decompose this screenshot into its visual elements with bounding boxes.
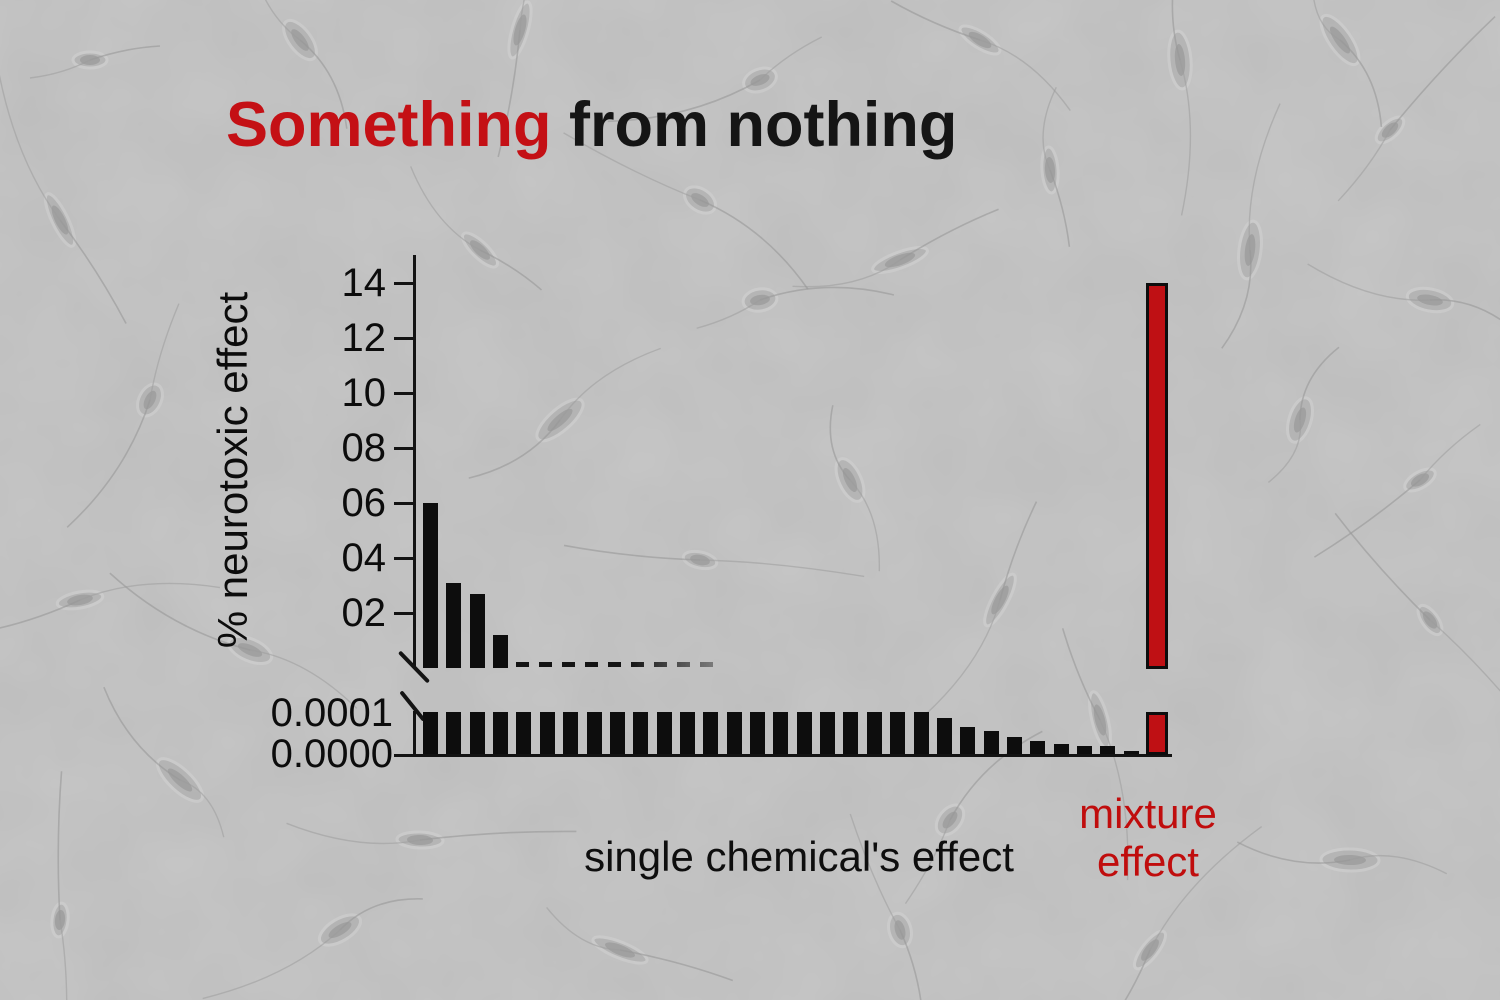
y-tick-mark [394, 611, 413, 615]
cell-shape [248, 0, 348, 129]
cell-shape [29, 45, 161, 79]
single-chemical-bar-lower [679, 712, 695, 754]
cell-shape [1040, 87, 1071, 247]
y-tick-mark [394, 281, 413, 285]
single-chemical-bar-lower [773, 712, 789, 754]
single-chemical-bar-lower [726, 712, 742, 754]
cell-shape [0, 63, 127, 324]
cell-shape [1307, 263, 1500, 335]
single-chemical-bar-lower [586, 712, 602, 754]
cell-shape [904, 730, 1043, 904]
cell-shape [1313, 423, 1481, 558]
y-tick-label: 12 [341, 316, 387, 360]
y-tick-mark [394, 391, 413, 395]
single-chemical-bar-lower [1007, 737, 1022, 754]
single-chemical-bar-lower [563, 712, 579, 754]
cell-shape [1167, 0, 1193, 216]
single-chemical-bar-lower [469, 712, 485, 754]
single-chemical-bar-lower [539, 712, 555, 754]
single-chemical-bar-lower [656, 712, 672, 754]
x-axis-label: single chemical's effect [584, 833, 1014, 880]
page-title: Something from nothing [226, 92, 957, 158]
cell-shape [0, 582, 221, 631]
mixture-effect-bar-lower [1146, 712, 1168, 755]
single-chemical-bar-upper [423, 503, 438, 668]
y-tick-label: 04 [341, 536, 387, 580]
y-tick-label: 14 [341, 261, 387, 305]
y-tick-mark [394, 556, 413, 560]
single-chemical-bar-upper [469, 593, 485, 668]
single-chemical-bar-lower [890, 712, 906, 754]
single-chemical-bar-lower [423, 712, 438, 754]
single-chemical-bar-lower [820, 712, 836, 754]
single-chemical-bar-lower [1053, 743, 1069, 754]
cell-shape [563, 132, 809, 290]
mixture-effect-bar-upper [1146, 283, 1168, 669]
y-tick-label: 06 [341, 481, 387, 525]
lower-tick-label-0000: 0.0000 [270, 732, 393, 776]
cell-shape [696, 286, 895, 329]
single-chemical-bar-lower [750, 712, 766, 754]
cell-shape [829, 405, 880, 572]
cell-shape [409, 166, 543, 291]
lower-tick-label-0001: 0.0001 [270, 691, 393, 735]
title-accent: Something [226, 90, 552, 160]
single-chemical-bar-lower [516, 712, 532, 754]
single-chemical-bar-lower [703, 712, 719, 754]
cell-shape [468, 347, 661, 479]
single-chemical-bar-lower [1077, 745, 1093, 754]
single-chemical-bar-upper [493, 635, 509, 668]
cell-shape [66, 303, 180, 528]
single-chemical-bar-lower [796, 712, 812, 754]
cell-shape [1236, 841, 1448, 875]
cell-shape [1334, 512, 1500, 722]
single-chemical-bar-lower [936, 718, 952, 754]
y-tick-label: 02 [341, 591, 387, 635]
cell-shape [607, 36, 823, 123]
cell-shape [1108, 826, 1263, 1000]
single-chemical-bar-lower [866, 712, 882, 754]
single-chemical-bar-lower [609, 712, 625, 754]
single-chemical-bar-lower [633, 712, 649, 754]
cell-shape [546, 906, 734, 982]
single-chemical-bar-lower [1100, 746, 1116, 754]
single-chemical-bar-lower [960, 726, 976, 754]
single-chemical-bar-upper [446, 582, 462, 668]
cell-shape [925, 501, 1038, 715]
y-tick-mark [394, 336, 413, 340]
cell-shape [1221, 103, 1281, 349]
cell-shape [286, 822, 577, 850]
single-chemical-bar-lower [983, 730, 999, 754]
mixture-effect-label: mixture effect [1079, 790, 1217, 885]
title-rest: from nothing [551, 90, 958, 160]
cell-shape [1311, 0, 1383, 128]
near-zero-dashed-line [516, 662, 722, 667]
single-chemical-bar-lower [493, 712, 509, 754]
cell-shape [109, 572, 358, 709]
single-chemical-bar-lower [1123, 751, 1139, 754]
cell-shape [890, 0, 1071, 111]
y-tick-mark [394, 446, 413, 450]
lower-y-axis-line [413, 711, 416, 755]
y-tick-label: 10 [341, 371, 387, 415]
cell-shape [50, 771, 70, 1000]
cell-shape [202, 898, 423, 1000]
cell-shape [497, 0, 572, 158]
x-axis-baseline [394, 754, 1172, 757]
cell-shape [103, 686, 225, 838]
single-chemical-bar-lower [1030, 741, 1046, 754]
single-chemical-bar-lower [913, 712, 929, 754]
y-tick-mark [394, 501, 413, 505]
single-chemical-bar-lower [843, 712, 859, 754]
y-tick-label: 08 [341, 426, 387, 470]
cell-shape [1337, 15, 1496, 202]
cell-shape [563, 544, 865, 578]
single-chemical-bar-lower [446, 712, 462, 754]
y-axis-label: % neurotoxic effect [209, 291, 256, 649]
upper-y-axis-line [413, 255, 416, 668]
cell-shape [1267, 346, 1340, 484]
